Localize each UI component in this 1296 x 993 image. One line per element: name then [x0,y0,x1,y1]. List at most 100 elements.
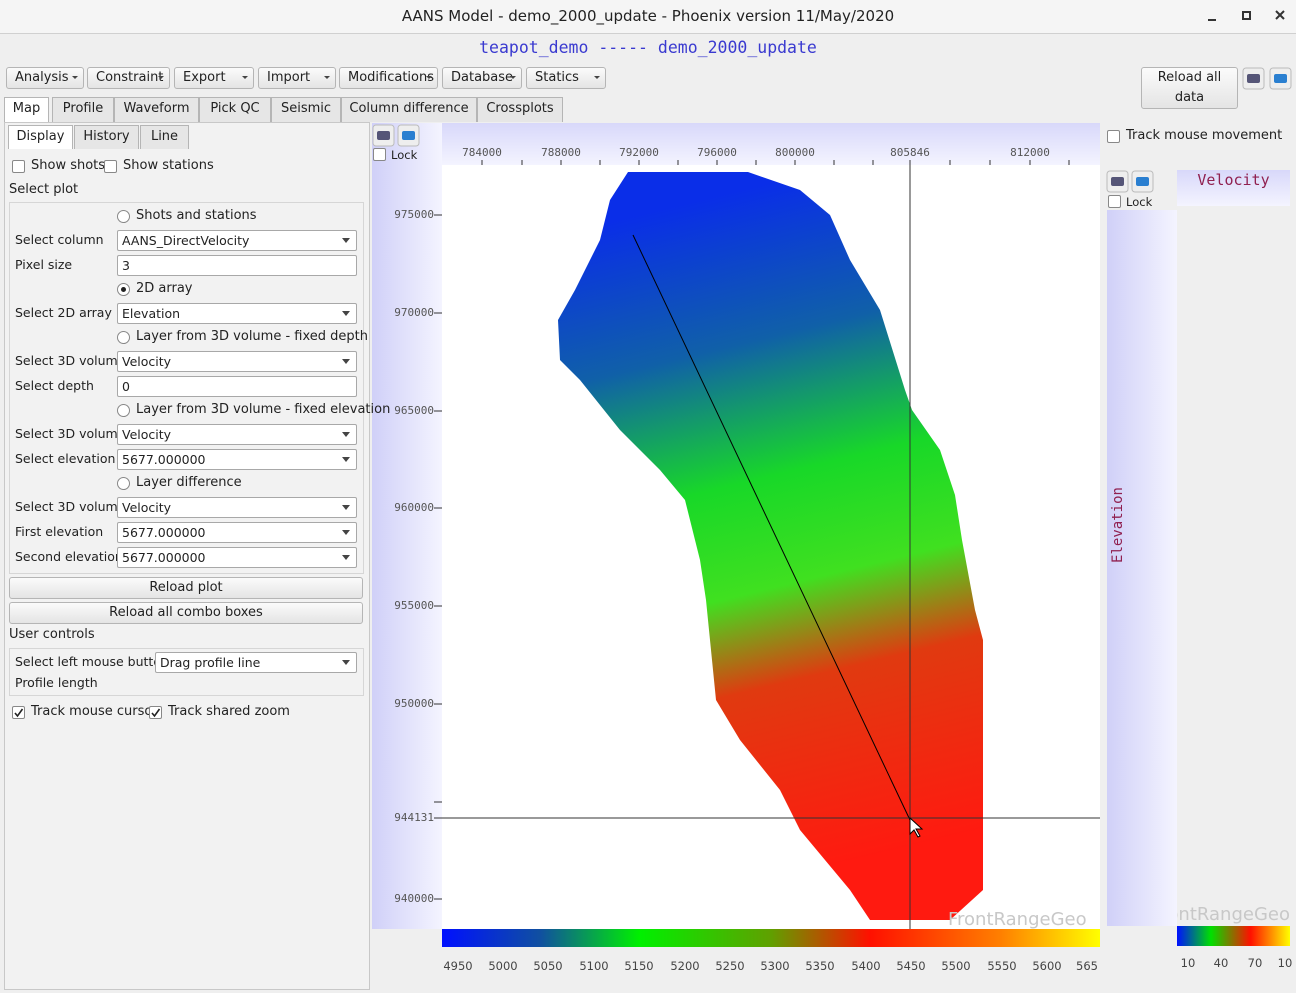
sub-tab[interactable]: Line [140,125,189,149]
map-top-ruler [442,123,1100,165]
side-strip [1107,210,1177,926]
menu-button[interactable]: Statics [526,67,606,89]
y-tick-label: 950000 [394,697,434,710]
radio-label: Layer difference [136,475,242,490]
field-label: Second elevation [15,549,123,564]
colorbar-label: 5300 [760,959,790,973]
minor-ticks [434,160,1070,803]
menu-button[interactable]: Analysis [6,67,84,89]
section-heading: Select plot [9,182,79,197]
camera-buttons[interactable] [1242,67,1294,90]
profile-line[interactable] [632,234,911,821]
watermark: FrontRangeGeo [948,909,1087,930]
radio-button[interactable] [117,331,130,344]
radio-label: Layer from 3D volume - fixed depth [136,329,368,344]
dropdown-arrow [342,505,350,510]
track-zoom-checkbox[interactable] [149,706,162,719]
dropdown[interactable]: AANS_DirectVelocity [117,230,357,251]
menu-arrow [242,76,248,79]
lock-checkbox[interactable] [373,148,386,161]
dropdown-arrow [342,432,350,437]
side-lock-checkbox[interactable] [1108,195,1121,208]
radio-button[interactable] [117,210,130,223]
dropdown[interactable]: 5677.000000 [117,547,357,568]
dropdown-arrow [342,555,350,560]
show-shots-checkbox[interactable] [12,160,25,173]
menu-button[interactable]: Export [174,67,254,89]
menu-button[interactable]: Modifications [339,67,438,89]
dropdown[interactable]: 5677.000000 [117,522,357,543]
field-label: Select depth [15,378,94,393]
field-label: Select left mouse button [15,654,169,669]
show-stations-checkbox[interactable] [104,160,117,173]
menu-arrow [158,76,164,79]
main-tab[interactable]: Seismic [271,97,341,122]
field-label: Profile length [15,675,98,690]
map-camera-buttons[interactable] [372,124,422,148]
side-colorbar-label: 70 [1247,956,1263,970]
x-tick-label: 812000 [1010,146,1050,159]
x-tick-label: 796000 [697,146,737,159]
colorbar-label: 5600 [1032,959,1062,973]
radio-button[interactable] [117,477,130,490]
map-left-strip [372,123,442,929]
main-tab[interactable]: Map [4,97,49,122]
reload-plot-button[interactable]: Reload plot [9,577,363,599]
field-label: Select column [15,232,104,247]
reload-all-data-button[interactable]: Reload all data [1141,67,1238,109]
menu-button[interactable]: Import [258,67,336,89]
dropdown[interactable]: Velocity [117,424,357,445]
colorbar [442,929,1100,947]
track-zoom-label: Track shared zoom [168,704,290,719]
field-label: Select 2D array [15,305,112,320]
text-input[interactable]: 0 [117,376,357,397]
dropdown[interactable]: Elevation [117,303,357,324]
colorbar-label: 565 [1076,959,1098,973]
controls-group [9,648,364,696]
y-tick-label: 975000 [394,208,434,221]
dropdown-arrow [342,359,350,364]
main-tab[interactable]: Pick QC [199,97,271,122]
radio-label: Shots and stations [136,208,257,223]
text-input[interactable]: 3 [117,255,357,276]
window-title: AANS Model - demo_2000_update - Phoenix … [401,7,895,25]
side-watermark: FrontRangeGeo [1177,905,1290,925]
radio-button[interactable] [117,404,130,417]
colorbar-label: 5150 [624,959,654,973]
dropdown[interactable]: Drag profile line [155,652,357,673]
side-title-box [1177,170,1290,206]
y-tick-label: 965000 [394,404,434,417]
sub-tab[interactable]: Display [8,125,73,149]
reload-combos-button[interactable]: Reload all combo boxes [9,602,363,624]
dropdown-arrow [342,311,350,316]
track-cursor-checkbox[interactable] [12,706,25,719]
menu-button[interactable]: Database [442,67,522,89]
side-camera-buttons[interactable] [1106,170,1156,194]
main-tab[interactable]: Profile [52,97,114,122]
lock-label: Lock [1126,195,1153,209]
menu-button[interactable]: Constraint [87,67,170,89]
window-controls[interactable] [1200,6,1292,26]
colorbar-label: 5500 [941,959,971,973]
side-title: Velocity [1197,171,1270,189]
field-label: First elevation [15,524,104,539]
menu-arrow [426,76,432,79]
sub-tab[interactable]: History [74,125,139,149]
track-mouse-checkbox[interactable] [1107,130,1120,143]
dropdown[interactable]: Velocity [117,351,357,372]
menu-arrow [72,76,78,79]
colorbar-label: 5050 [533,959,563,973]
main-tab[interactable]: Column difference [341,97,477,122]
field-label: Select 3D volume [15,499,126,514]
track-mouse-label: Track mouse movement [1126,128,1283,143]
radio-label: 2D array [136,281,193,296]
radio-button[interactable] [117,283,130,296]
side-colorbar-label: 10 [1277,956,1293,970]
dropdown[interactable]: Velocity [117,497,357,518]
radio-label: Layer from 3D volume - fixed elevation [136,402,391,417]
main-tab[interactable]: Waveform [114,97,199,122]
side-colorbar [1177,926,1290,946]
main-tab[interactable]: Crossplots [477,97,563,122]
dropdown[interactable]: 5677.000000 [117,449,357,470]
